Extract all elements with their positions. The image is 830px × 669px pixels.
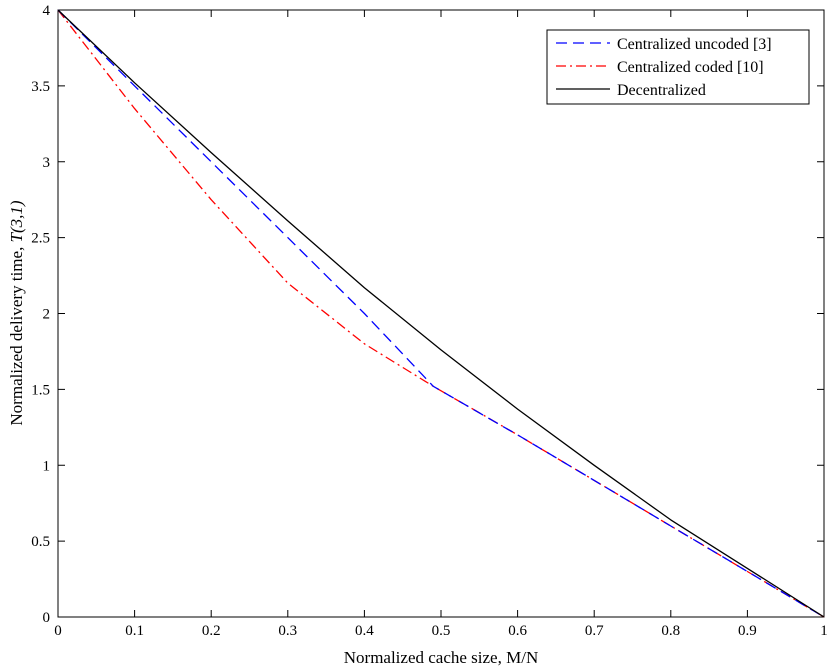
y-tick-label: 1.5 — [31, 382, 50, 398]
plot-area — [57, 9, 825, 618]
x-tick-label: 0.1 — [125, 623, 144, 639]
x-tick-label: 0.6 — [508, 623, 527, 639]
x-tick-label: 0.7 — [585, 623, 604, 639]
y-tick-label: 0 — [43, 610, 51, 626]
x-tick-label: 0.4 — [355, 623, 374, 639]
legend-label-centralized-coded: Centralized coded [10] — [617, 59, 764, 76]
legend-box — [546, 29, 810, 105]
x-tick-label: 0 — [54, 623, 62, 639]
x-tick-label: 0.2 — [202, 623, 221, 639]
series-line-centralized-uncoded-3 — [57, 9, 825, 618]
series-layer — [57, 9, 825, 618]
legend: Centralized uncoded [3] Centralized code… — [546, 29, 810, 105]
y-tick-label: 1 — [43, 458, 51, 474]
y-axis-label: Normalized delivery time, T(3,1) — [7, 200, 26, 426]
x-axis-ticks: 0 0.1 0.2 0.3 0.4 0.5 0.6 0.7 0.8 0.9 1 — [54, 10, 828, 639]
series-line-decentralized — [57, 9, 825, 618]
y-tick-label: 2.5 — [31, 231, 50, 247]
y-axis-label-prefix: Normalized delivery time, — [7, 242, 26, 425]
x-tick-label: 1 — [820, 623, 828, 639]
y-tick-label: 2 — [43, 307, 51, 323]
y-tick-label: 0.5 — [31, 534, 50, 550]
y-tick-label: 4 — [43, 3, 51, 19]
legend-label-decentralized: Decentralized — [617, 82, 706, 99]
x-tick-label: 0.9 — [738, 623, 757, 639]
x-tick-label: 0.8 — [661, 623, 680, 639]
y-tick-label: 3 — [43, 155, 51, 171]
x-tick-label: 0.5 — [432, 623, 451, 639]
y-tick-label: 3.5 — [31, 79, 50, 95]
legend-label-centralized-uncoded: Centralized uncoded [3] — [617, 36, 772, 53]
x-axis-label: Normalized cache size, M/N — [344, 648, 538, 667]
x-tick-label: 0.3 — [278, 623, 297, 639]
y-axis-ticks: 0 0.5 1 1.5 2 2.5 3 3.5 4 — [31, 3, 824, 626]
y-axis-label-symbol: T(3,1) — [7, 200, 26, 242]
